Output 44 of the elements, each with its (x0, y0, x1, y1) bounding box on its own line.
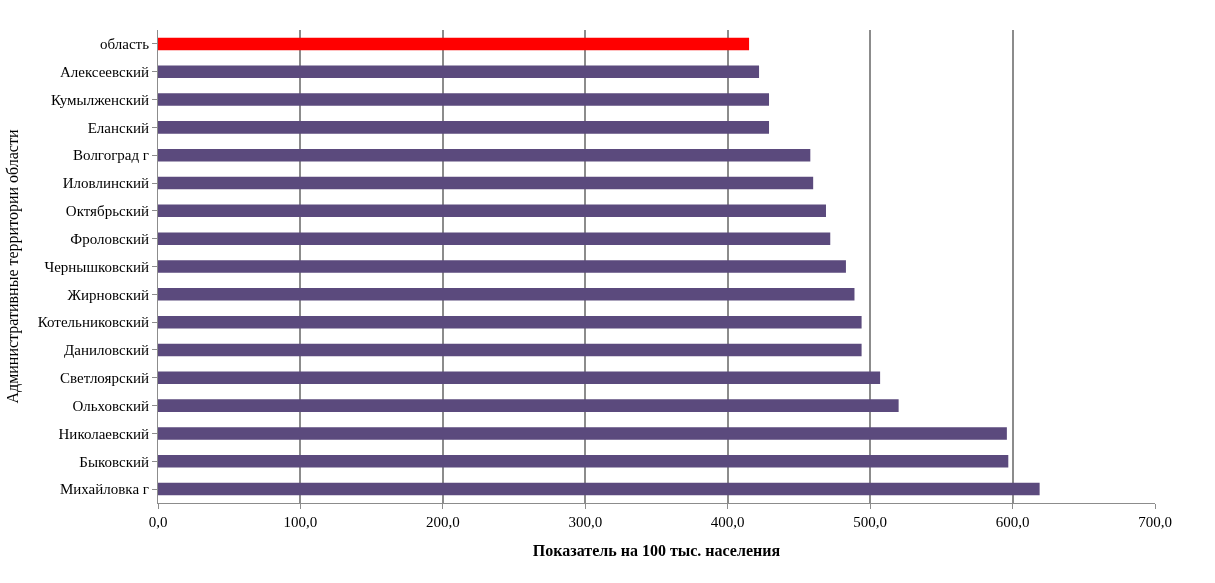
bar (158, 260, 846, 273)
x-tick-label: 100,0 (283, 514, 318, 530)
y-tick-label: Волгоград г (73, 147, 149, 164)
y-tick-label: Алексеевский (59, 63, 149, 80)
y-tick-label: Быковский (79, 453, 149, 470)
y-tick-label: область (100, 36, 150, 53)
y-tick-label: Даниловский (64, 342, 149, 359)
bar (158, 232, 831, 245)
y-tick-label: Чернышковский (44, 258, 149, 275)
x-tick-label: 400,0 (710, 514, 745, 530)
y-tick-label: Еланский (87, 119, 149, 136)
x-tick-label: 500,0 (853, 514, 888, 530)
bar (158, 37, 750, 51)
y-tick-label: Ольховский (72, 397, 149, 414)
x-axis-title: Показатель на 100 тыс. населения (532, 541, 781, 559)
y-tick-label: Кумылженский (50, 91, 149, 108)
bar (158, 93, 770, 106)
y-tick-label: Светлоярский (60, 370, 149, 387)
y-tick-label: Михайловка г (59, 481, 149, 498)
bar (158, 288, 855, 301)
bar (158, 343, 862, 357)
y-tick-label: Фроловский (70, 230, 149, 247)
bar (158, 482, 1040, 496)
bar (158, 148, 811, 162)
bar (158, 121, 770, 134)
x-tick-label: 300,0 (568, 514, 603, 530)
bar (158, 455, 1009, 468)
y-tick-label: Котельниковский (37, 314, 149, 331)
bar (158, 315, 862, 329)
y-tick-label: Николаевский (58, 425, 149, 442)
y-tick-label: Октябрьский (65, 203, 149, 220)
x-tick-label: 0,0 (148, 514, 168, 530)
bar (158, 399, 899, 412)
bar (158, 176, 814, 190)
bar (158, 204, 826, 218)
bar (158, 371, 881, 385)
y-tick-label: Жирновский (67, 286, 149, 303)
bar (158, 65, 760, 78)
bar (158, 427, 1007, 440)
y-axis-title: Административные территории области (3, 129, 22, 404)
y-tick-label: Иловлинский (62, 175, 149, 192)
x-tick-label: 700,0 (1138, 514, 1172, 530)
x-tick-label: 200,0 (425, 514, 460, 530)
x-tick-label: 600,0 (995, 514, 1030, 530)
